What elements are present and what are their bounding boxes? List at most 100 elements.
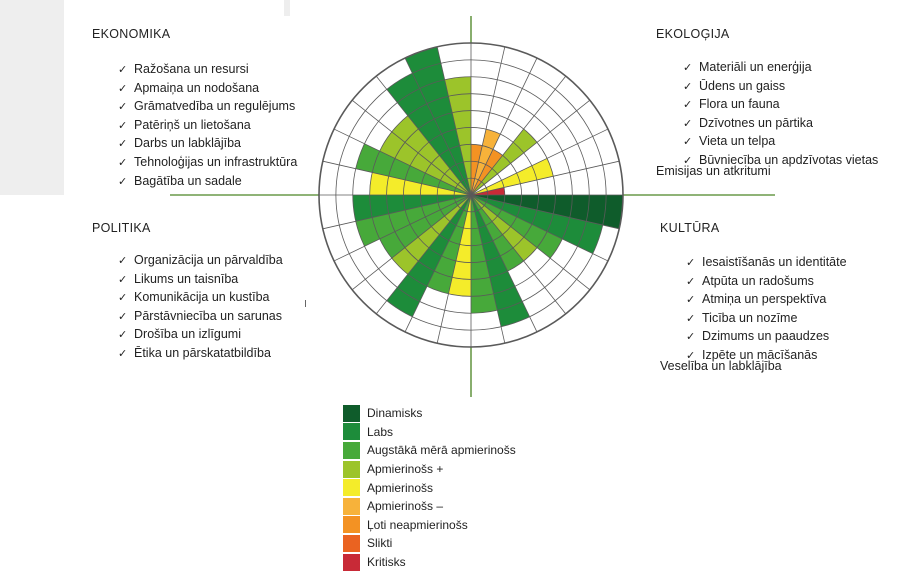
ecology-list: ✓ Materiāli un enerģija ✓ Ūdens un gaiss ✓… [683,59,878,171]
politics-item: ✓ Komunikācija un kustība [118,289,283,308]
economics-item: ✓ Bagātība un sadale [118,173,297,192]
economics-item-label: Patēriņš un lietošana [134,117,251,132]
check-icon: ✓ [683,154,693,167]
legend-item: Dinamisks [343,404,516,423]
check-icon: ✓ [686,257,696,269]
economics-title: EKONOMIKA [92,27,171,41]
legend-swatch [343,516,360,534]
wheel-spoke [470,160,620,196]
wheel-segment [471,128,538,195]
economics-item-label: Grāmatvedība un regulējums [134,99,296,114]
legend-swatch [343,534,360,552]
ecology-item: ✓ Vieta un telpa [683,133,878,152]
check-icon: ✓ [118,175,128,188]
politics-item-label: Komunikācija un kustība [134,290,270,305]
politics-title: POLITIKA [92,221,151,235]
legend-swatch [343,404,360,422]
legend-label: Labs [367,424,394,439]
culture-item: ✓ Atpūta un radošums [686,273,847,292]
ecology-item: ✓ Būvniecība un apdzīvotas vietas [683,152,878,171]
left-panel [0,195,64,400]
legend-swatch [343,460,360,478]
legend-swatch [343,497,360,515]
politics-item: ✓ Organizācija un pārvaldība [118,252,283,271]
legend-swatch [343,479,360,497]
politics-item-label: Likums un taisnība [134,271,239,286]
top-panel [290,0,917,16]
legend-swatch [343,441,360,459]
legend-label: Apmierinošs [367,480,434,495]
legend-item: Labs [343,423,516,442]
check-icon: ✓ [683,136,693,149]
culture-item: ✓ Dzimums un paaudzes [686,328,847,347]
wheel-segment [379,195,471,259]
economics-item: ✓ Ražošana un resursi [118,61,297,80]
check-icon: ✓ [118,347,128,360]
legend-label: Kritisks [367,555,406,570]
wheel-spoke [375,75,472,196]
check-icon: ✓ [118,255,128,267]
legend-label: Slikti [367,536,393,551]
legend-item: Apmierinošs [343,478,516,497]
economics-item-label: Tehnoloģijas un infrastruktūra [134,154,298,169]
check-icon: ✓ [118,329,128,342]
stray-mark [305,300,306,307]
wheel-segment [471,195,563,259]
wheel-spoke [322,194,472,230]
check-icon: ✓ [118,156,128,169]
wheel-spoke [470,99,591,196]
culture-item: ✓ Atmiņa un perspektīva [686,291,847,310]
check-icon: ✓ [118,82,128,95]
economics-item-label: Apmaiņa un nodošana [134,80,260,95]
economics-item-label: Bagātība un sadale [134,173,242,188]
rating-legend: Dinamisks Labs Augstākā mērā apmierinošs… [343,404,516,571]
ecology-item: ✓ Ūdens un gaiss [683,78,878,97]
wheel-segment [391,195,471,275]
check-icon: ✓ [118,64,128,76]
wheel-segment [471,195,530,327]
legend-label: Apmierinošs + [367,462,444,477]
check-icon: ✓ [686,331,696,344]
check-icon: ✓ [118,138,128,151]
culture-item: ✓ Iesaistīšanās un identitāte [686,254,847,273]
legend-item: Ļoti neapmierinošs [343,516,516,535]
wheel-spoke [333,194,472,262]
economics-item: ✓ Darbs un labklājība [118,135,297,154]
wheel-segment [391,115,471,195]
culture-item-label: Izpēte un mācīšanās [702,347,818,362]
legend-swatch [343,553,360,571]
wheel-spoke [333,128,472,196]
politics-item: ✓ Likums un taisnība [118,271,283,290]
politics-item-label: Ētika un pārskatatbildība [134,345,271,360]
legend-item: Augstākā mērā apmierinošs [343,441,516,460]
politics-item-label: Organizācija un pārvaldība [134,253,283,267]
check-icon: ✓ [118,101,128,114]
politics-item-label: Pārstāvniecība un sarunas [134,308,283,323]
wheel-spoke [470,194,538,333]
wheel-segment [427,195,471,294]
legend-label: Apmierinošs – [367,499,444,514]
wheel-spoke [470,194,591,291]
ecology-item-label: Vieta un telpa [699,134,776,149]
ecology-item: ✓ Flora un fauna [683,96,878,115]
ecology-item-label: Dzīvotnes un pārtika [699,115,813,130]
legend-label: Dinamisks [367,406,423,421]
ecology-item-label: Būvniecība un apdzīvotas vietas [699,152,879,167]
wheel-segment [471,195,603,254]
wheel-spoke [436,194,472,344]
culture-item-label: Dzimums un paaudzes [702,329,830,344]
legend-item: Apmierinošs + [343,460,516,479]
politics-item: ✓ Ētika un pārskatatbildība [118,345,283,364]
wheel-segment [379,131,471,195]
politics-item: ✓ Drošība un izlīgumi [118,326,283,345]
check-icon: ✓ [118,292,128,305]
ecology-item: ✓ Materiāli un enerģija [683,59,878,78]
wheel-spoke [404,57,472,196]
check-icon: ✓ [683,62,693,74]
ecology-item-label: Materiāli un enerģija [699,60,812,74]
politics-list: ✓ Organizācija un pārvaldība ✓ Likums un t… [118,252,283,364]
legend-item: Kritisks [343,553,516,572]
check-icon: ✓ [686,275,696,288]
check-icon: ✓ [683,99,693,112]
wheel-spoke [470,57,538,196]
